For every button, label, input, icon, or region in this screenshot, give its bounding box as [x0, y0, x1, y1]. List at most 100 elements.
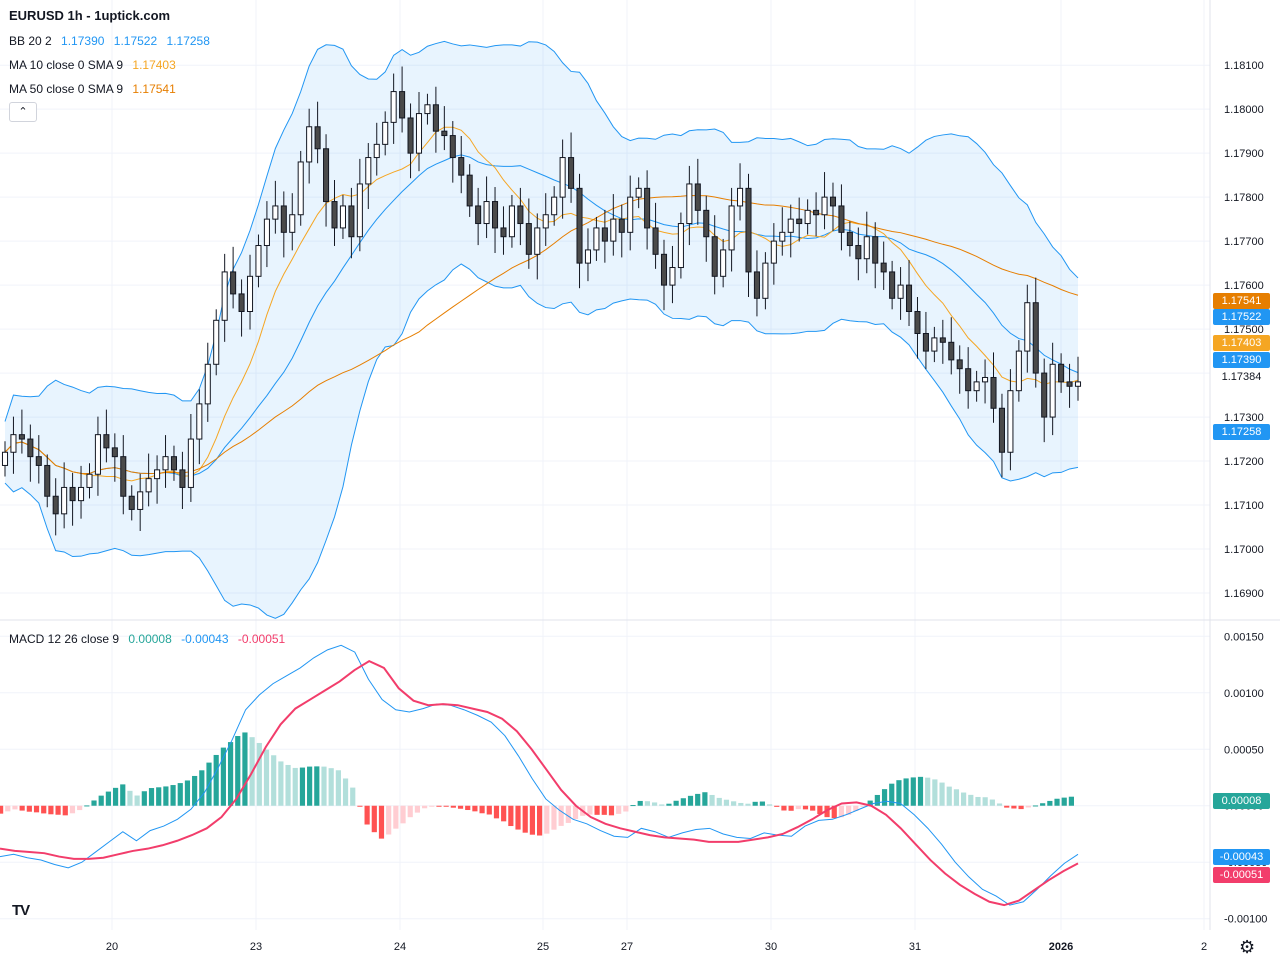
- bb-legend[interactable]: BB 20 2 1.17390 1.17522 1.17258: [9, 34, 216, 48]
- candle-body: [69, 486, 76, 502]
- candle-body: [542, 214, 549, 229]
- macd-line: [0, 644, 1079, 906]
- macd-histogram-bar: [716, 797, 722, 806]
- bb-upper-value: 1.17522: [113, 34, 158, 48]
- candle-body: [204, 363, 211, 405]
- macd-histogram-bar: [220, 747, 226, 806]
- macd-histogram-bar: [0, 805, 4, 814]
- candle-body: [796, 218, 803, 225]
- candle-body: [466, 174, 473, 207]
- macd-histogram-bar: [479, 805, 485, 814]
- candle-body: [973, 381, 980, 392]
- candle-body: [1041, 372, 1048, 418]
- macd-histogram-bar: [601, 805, 607, 815]
- candle-body: [914, 311, 921, 334]
- price-tick-label: 1.16900: [1224, 588, 1264, 600]
- macd-histogram-bar: [77, 805, 83, 811]
- candle-body: [576, 187, 583, 264]
- candle-body: [703, 209, 710, 238]
- macd-histogram-bar: [422, 805, 428, 809]
- time-tick-label: 20: [106, 941, 118, 953]
- macd-histogram-bar: [522, 805, 528, 833]
- macd-histogram-bar: [184, 780, 191, 806]
- candle-body: [720, 249, 727, 277]
- candle-body: [627, 196, 634, 233]
- ma10-value: 1.17403: [132, 58, 176, 72]
- candle-body: [449, 135, 456, 159]
- macd-histogram-bar: [659, 804, 665, 806]
- candle-body: [432, 104, 439, 132]
- macd-histogram-bar: [1011, 805, 1017, 809]
- macd-legend[interactable]: MACD 12 26 close 9 0.00008 -0.00043 -0.0…: [9, 632, 291, 646]
- macd-histogram-bar: [12, 805, 18, 810]
- candle-body: [255, 245, 262, 277]
- macd-histogram-bar: [558, 805, 564, 826]
- candle-body: [982, 376, 989, 383]
- collapse-legend-button[interactable]: ⌃: [9, 102, 37, 122]
- ma50-legend[interactable]: MA 50 close 0 SMA 9 1.17541: [9, 82, 182, 96]
- candle-body: [356, 183, 363, 238]
- macd-histogram-bar: [529, 805, 535, 835]
- candle-body: [483, 201, 490, 225]
- macd-histogram-bar: [62, 805, 68, 816]
- macd-histogram-bar: [666, 803, 672, 806]
- candle-body: [263, 218, 270, 247]
- macd-histogram-bar: [932, 779, 938, 806]
- macd-histogram-bar: [26, 805, 32, 812]
- macd-histogram-bar: [69, 805, 76, 814]
- macd-histogram-bar: [917, 776, 924, 806]
- candle-body: [762, 262, 769, 299]
- macd-histogram-bar: [996, 803, 1003, 806]
- candle-body: [829, 196, 837, 207]
- macd-histogram-bar: [860, 805, 866, 807]
- macd-histogram-bar: [5, 805, 11, 812]
- candle-body: [154, 469, 161, 480]
- gear-icon[interactable]: ⚙: [1239, 937, 1256, 957]
- ma10-legend[interactable]: MA 10 close 0 SMA 9 1.17403: [9, 58, 182, 72]
- bb-upper-tag: 1.17522: [1213, 309, 1270, 325]
- macd-histogram-bar: [817, 805, 823, 815]
- candle-body: [948, 341, 955, 361]
- candle-body: [314, 126, 321, 150]
- candle-body: [753, 271, 760, 299]
- macd-histogram-bar: [33, 805, 40, 813]
- candle-body: [965, 368, 972, 392]
- candle-body: [813, 209, 820, 216]
- candle-body: [711, 236, 718, 277]
- macd-histogram-bar: [55, 805, 61, 815]
- candle-body: [1074, 381, 1082, 387]
- macd-histogram-bar: [630, 805, 636, 807]
- candle-body: [694, 183, 701, 211]
- candle-body: [61, 486, 68, 515]
- candle-body: [415, 113, 423, 154]
- candle-body: [128, 495, 135, 510]
- candle-body: [306, 126, 313, 163]
- candle-body: [280, 205, 287, 233]
- macd-histogram-bar: [199, 770, 205, 806]
- last-price-tag: 1.17384: [1213, 369, 1270, 385]
- macd-histogram-bar: [608, 805, 615, 816]
- candle-body: [187, 438, 194, 488]
- macd-histogram-bar: [759, 801, 765, 806]
- macd-pane: [0, 644, 1079, 907]
- candle-body: [27, 438, 34, 458]
- candle-body: [424, 104, 431, 115]
- candle-body: [728, 205, 735, 251]
- time-tick-label: 23: [250, 941, 262, 953]
- macd-histogram-bar: [616, 805, 622, 814]
- candle-body: [601, 227, 608, 242]
- macd-histogram-bar: [903, 778, 909, 806]
- candle-body: [323, 148, 330, 203]
- macd-histogram-bar: [1032, 805, 1039, 807]
- macd-histogram-bar: [278, 761, 284, 806]
- candle-body: [272, 205, 279, 220]
- macd-histogram-bar: [400, 805, 406, 824]
- macd-histogram-bar: [572, 805, 579, 819]
- candle-body: [686, 183, 693, 225]
- candle-body: [779, 231, 786, 242]
- macd-histogram-bar: [156, 787, 162, 806]
- macd-histogram-bar: [141, 791, 147, 806]
- candle-body: [635, 187, 642, 198]
- candle-body: [1, 451, 9, 466]
